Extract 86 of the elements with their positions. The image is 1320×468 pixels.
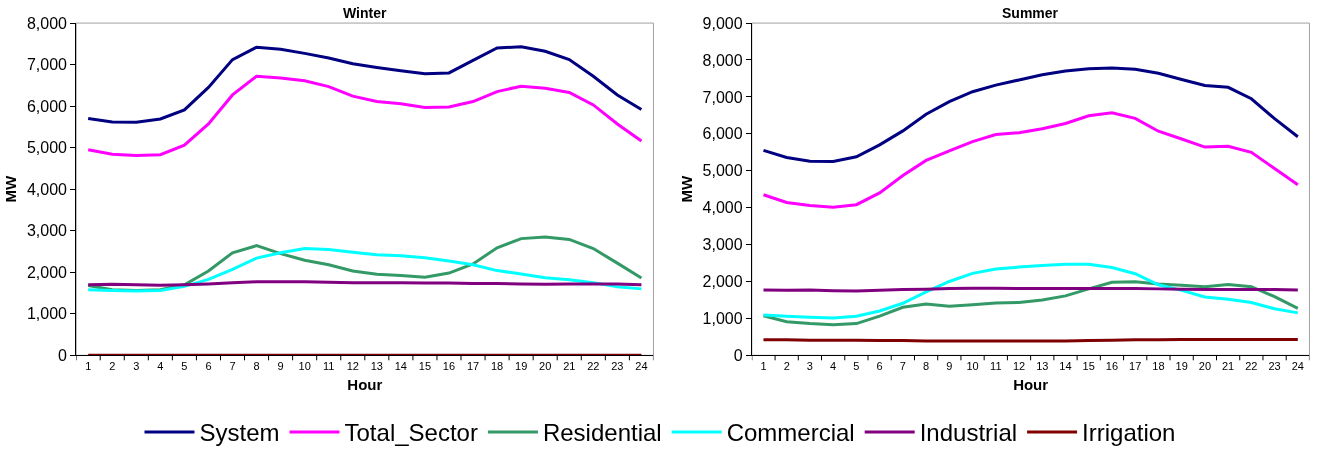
y-tick-label: 3,000 xyxy=(26,222,68,240)
y-axis-title: MW xyxy=(2,175,20,203)
x-tick-label: 19 xyxy=(515,359,528,372)
y-tick-label: 3,000 xyxy=(702,236,743,254)
x-tick-label: 23 xyxy=(1268,359,1281,372)
x-tick-label: 2 xyxy=(109,359,116,372)
x-tick-label: 20 xyxy=(539,359,552,372)
x-tick-label: 9 xyxy=(946,359,953,372)
x-tick-label: 12 xyxy=(346,359,359,372)
x-tick-label: 3 xyxy=(133,359,140,372)
line-series xyxy=(86,45,643,124)
line-series xyxy=(761,111,1300,209)
x-axis-title: Hour xyxy=(347,375,383,393)
x-tick-label: 7 xyxy=(899,359,906,372)
x-tick-label: 21 xyxy=(1221,359,1235,372)
x-tick-label: 24 xyxy=(635,359,648,372)
legend-label: Industrial xyxy=(919,419,1018,447)
y-tick-label: 2,000 xyxy=(702,273,743,291)
x-tick-label: 10 xyxy=(966,359,979,372)
y-tick-label: 0 xyxy=(733,346,743,364)
x-tick-label: 5 xyxy=(181,359,188,372)
x-tick-label: 17 xyxy=(466,359,480,372)
x-tick-label: 1 xyxy=(760,359,767,372)
x-tick-label: 10 xyxy=(298,359,311,372)
x-tick-label: 21 xyxy=(563,359,576,372)
y-tick-label: 4,000 xyxy=(26,180,68,198)
legend-label: Residential xyxy=(542,419,662,447)
x-tick-label: 12 xyxy=(1012,359,1026,372)
x-tick-label: 15 xyxy=(1082,359,1095,372)
x-tick-label: 17 xyxy=(1129,359,1142,372)
x-tick-label: 3 xyxy=(806,359,813,372)
line-series xyxy=(761,66,1300,164)
x-tick-label: 6 xyxy=(876,359,883,372)
x-tick-label: 8 xyxy=(923,359,930,372)
x-tick-label: 8 xyxy=(253,359,260,372)
x-tick-label: 16 xyxy=(442,359,456,372)
x-tick-label: 14 xyxy=(394,359,408,372)
y-tick-label: 7,000 xyxy=(702,88,743,106)
x-tick-label: 9 xyxy=(277,359,284,372)
x-tick-label: 18 xyxy=(490,359,504,372)
x-tick-label: 11 xyxy=(323,359,335,372)
y-tick-label: 2,000 xyxy=(26,263,68,281)
y-tick-label: 0 xyxy=(58,346,68,364)
x-tick-label: 24 xyxy=(1291,359,1304,372)
x-tick-label: 1 xyxy=(85,359,92,372)
y-tick-label: 9,000 xyxy=(702,14,743,32)
x-axis-title: Hour xyxy=(1013,375,1049,393)
line-series xyxy=(86,74,643,158)
y-tick-label: 1,000 xyxy=(26,305,68,323)
x-tick-label: 20 xyxy=(1198,359,1212,372)
y-tick-label: 6,000 xyxy=(702,125,743,143)
x-tick-label: 15 xyxy=(418,359,432,372)
legend-label: Irrigation xyxy=(1082,419,1176,447)
x-tick-label: 16 xyxy=(1105,359,1119,372)
legend-label: System xyxy=(199,419,280,447)
x-tick-label: 6 xyxy=(205,359,212,372)
x-tick-label: 22 xyxy=(587,359,600,372)
y-tick-label: 8,000 xyxy=(26,14,68,32)
chart-title: Summer xyxy=(1002,5,1059,21)
x-tick-label: 22 xyxy=(1245,359,1258,372)
y-tick-label: 5,000 xyxy=(702,162,743,180)
x-tick-label: 13 xyxy=(1036,359,1049,372)
y-axis-title: MW xyxy=(677,175,695,203)
y-tick-label: 6,000 xyxy=(26,97,68,115)
x-tick-label: 23 xyxy=(611,359,624,372)
legend-label: Total_Sector xyxy=(344,419,478,447)
x-tick-label: 4 xyxy=(157,359,164,372)
x-tick-label: 7 xyxy=(229,359,236,372)
x-tick-label: 13 xyxy=(370,359,383,372)
y-tick-label: 5,000 xyxy=(26,139,68,157)
y-tick-label: 7,000 xyxy=(26,56,68,74)
y-tick-label: 1,000 xyxy=(702,310,743,328)
x-tick-label: 5 xyxy=(853,359,860,372)
x-tick-label: 18 xyxy=(1152,359,1165,372)
line-series xyxy=(86,247,643,293)
x-tick-label: 11 xyxy=(990,359,1002,372)
line-series xyxy=(761,280,1300,327)
legend-label: Commercial xyxy=(726,419,855,447)
x-tick-label: 19 xyxy=(1175,359,1188,372)
y-tick-label: 4,000 xyxy=(702,199,743,217)
y-tick-label: 8,000 xyxy=(702,51,743,69)
x-tick-label: 4 xyxy=(830,359,837,372)
chart-title: Winter xyxy=(343,5,387,21)
x-tick-label: 2 xyxy=(783,359,790,372)
x-tick-label: 14 xyxy=(1059,359,1072,372)
line-series xyxy=(761,262,1300,320)
